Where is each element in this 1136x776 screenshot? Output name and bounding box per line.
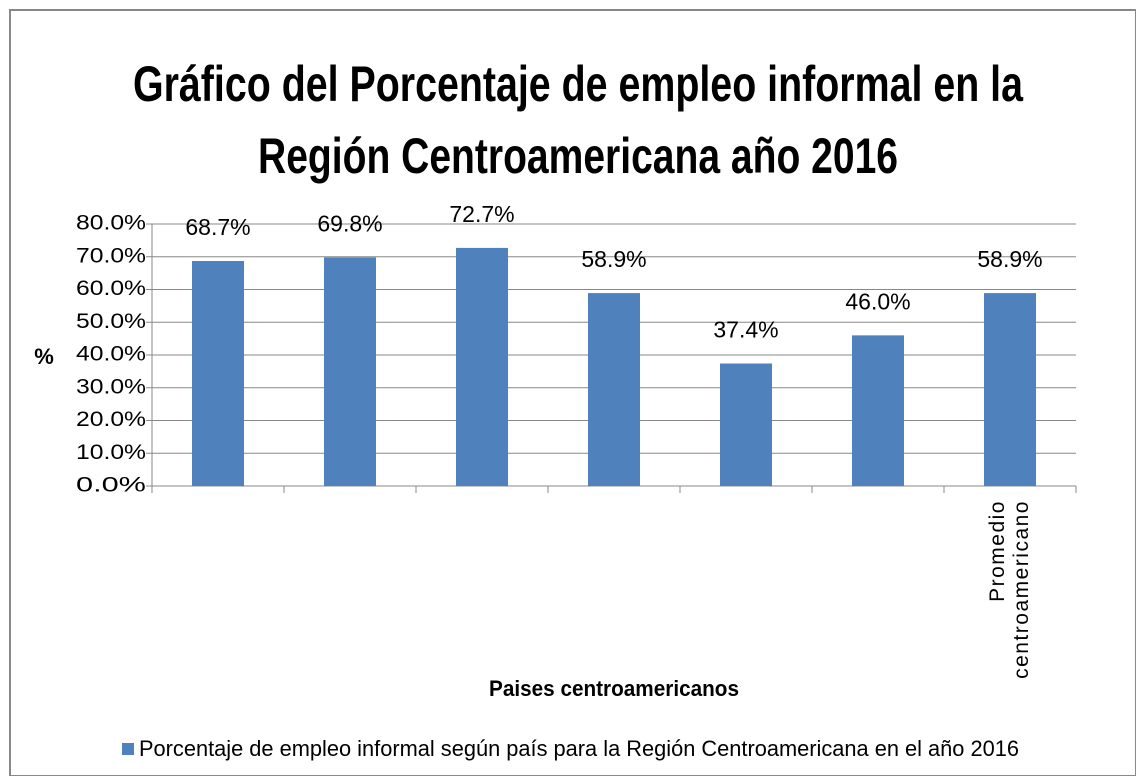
bar bbox=[192, 261, 244, 486]
y-axis-label: % bbox=[34, 344, 54, 369]
y-tick-label: 80.0% bbox=[76, 212, 146, 235]
x-axis-label: Paises centroamericanos bbox=[489, 676, 739, 701]
value-label: 37.4% bbox=[713, 317, 778, 343]
y-tick-label: 60.0% bbox=[76, 277, 146, 300]
value-label: 69.8% bbox=[317, 210, 382, 236]
legend-swatch bbox=[122, 743, 134, 755]
chart-frame bbox=[9, 9, 1136, 776]
bar bbox=[720, 363, 772, 486]
y-tick-label: 10.0% bbox=[76, 441, 146, 464]
bar bbox=[588, 293, 640, 486]
bar bbox=[324, 257, 376, 486]
bar bbox=[456, 247, 508, 486]
bar bbox=[984, 293, 1036, 486]
y-tick-label: 40.0% bbox=[76, 343, 146, 366]
value-label: 72.7% bbox=[449, 201, 514, 227]
x-tick-label-line: Promedio bbox=[986, 500, 1009, 602]
value-label: 58.9% bbox=[977, 246, 1042, 272]
y-tick-label: 50.0% bbox=[76, 310, 146, 333]
legend-label: Porcentaje de empleo informal según país… bbox=[139, 736, 1019, 761]
x-tick-label-line: centroamericano bbox=[1010, 500, 1033, 679]
y-tick-label: 30.0% bbox=[76, 375, 146, 398]
value-label: 46.0% bbox=[845, 288, 910, 314]
y-tick-label: 70.0% bbox=[76, 244, 146, 267]
chart-title: Región Centroamericana año 2016 bbox=[258, 128, 898, 184]
y-tick-label: 0.0% bbox=[76, 474, 146, 497]
bar bbox=[852, 335, 904, 486]
value-label: 58.9% bbox=[581, 246, 646, 272]
value-label: 68.7% bbox=[185, 214, 250, 240]
y-tick-label: 20.0% bbox=[76, 408, 146, 431]
chart-title: Gráfico del Porcentaje de empleo informa… bbox=[133, 56, 1024, 112]
x-tick-label: Promediocentroamericano bbox=[986, 500, 1033, 679]
